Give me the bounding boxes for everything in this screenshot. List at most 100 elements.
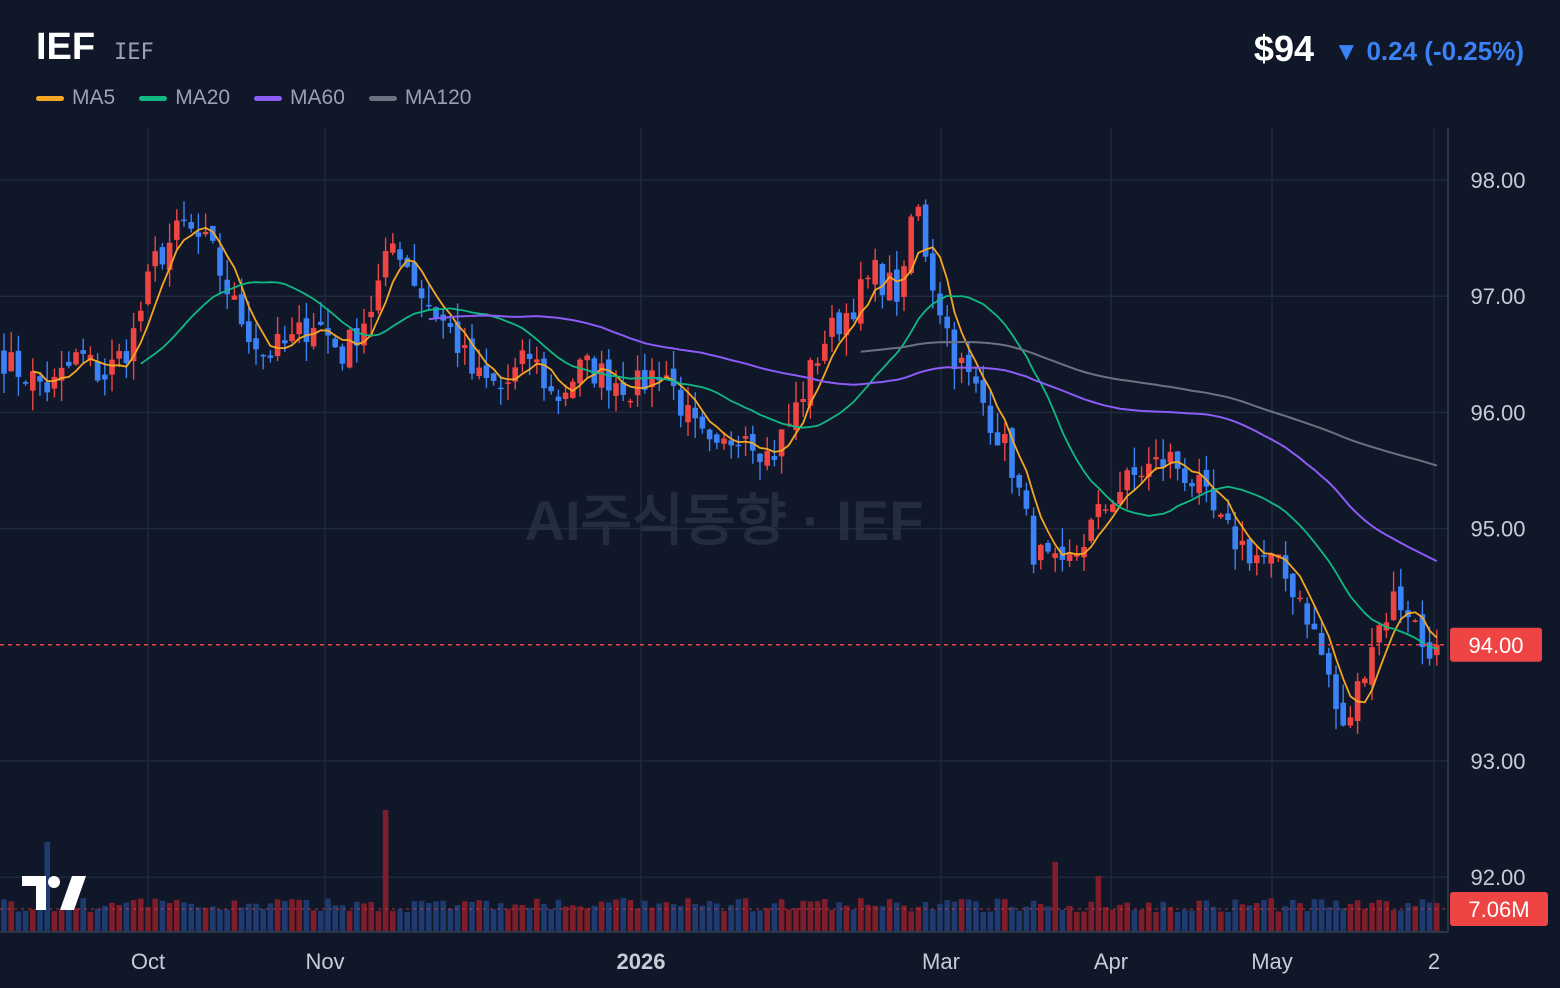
candle-body xyxy=(1052,553,1058,558)
tradingview-logo-icon xyxy=(22,876,86,910)
legend-ma120[interactable]: MA120 xyxy=(368,86,471,110)
volume-bar xyxy=(1016,910,1022,932)
volume-bar xyxy=(757,910,763,932)
volume-bar xyxy=(800,900,806,932)
candle-body xyxy=(1290,573,1296,598)
volume-bar xyxy=(771,903,778,932)
volume-bar xyxy=(843,905,850,932)
volume-bar xyxy=(8,901,14,932)
candle-body xyxy=(44,382,50,393)
volume-bar xyxy=(138,898,144,932)
candle-body xyxy=(858,279,864,324)
candle-body xyxy=(886,272,893,301)
volume-bar xyxy=(454,905,461,932)
candle-body xyxy=(1232,526,1238,550)
volume-bar xyxy=(87,911,94,932)
candle-body xyxy=(937,293,943,316)
candle-body xyxy=(339,346,346,364)
volume-bar xyxy=(591,905,598,932)
candle-body xyxy=(188,222,194,229)
candle-body xyxy=(505,382,511,384)
volume-bar xyxy=(649,907,655,932)
candle-body xyxy=(620,382,626,395)
volume-bar xyxy=(447,908,454,932)
candle-body xyxy=(879,263,886,296)
volume-bar xyxy=(1074,911,1080,932)
candle-body xyxy=(865,277,871,280)
legend-ma5[interactable]: MA5 xyxy=(36,86,115,110)
volume-bar xyxy=(102,905,108,932)
volume-bar xyxy=(699,905,706,932)
volume-bar xyxy=(123,902,130,932)
candle-body xyxy=(382,251,389,278)
volume-bar xyxy=(174,899,180,932)
ma-line-ma120 xyxy=(860,341,1438,467)
volume-bar xyxy=(361,903,367,932)
volume-bar xyxy=(58,909,65,932)
candle-body xyxy=(66,361,72,366)
volume-bar xyxy=(1297,903,1303,932)
candle-body xyxy=(224,279,230,295)
volume-bar xyxy=(714,903,720,932)
volume-bar xyxy=(1081,911,1087,932)
volume-bar xyxy=(1246,905,1253,932)
candle-body xyxy=(246,321,252,343)
volume-bar xyxy=(951,901,958,932)
candle-body xyxy=(1203,469,1210,487)
candle-body xyxy=(1081,546,1087,558)
candle-body xyxy=(1131,467,1138,475)
candle-body xyxy=(548,386,554,392)
ma-line-ma20 xyxy=(140,281,1438,650)
volume-bar xyxy=(1239,904,1246,932)
candle-body xyxy=(800,399,806,403)
volume-bar xyxy=(188,903,194,932)
candle-body xyxy=(980,380,986,403)
volume-bar xyxy=(1153,911,1159,932)
volume-bar xyxy=(1009,906,1015,932)
moving-averages xyxy=(32,226,1438,704)
candle-body xyxy=(138,310,144,322)
volume-bar xyxy=(1138,909,1145,932)
volume-bar xyxy=(238,907,245,932)
volume-bar xyxy=(577,906,583,932)
candle-body xyxy=(987,405,994,433)
volume-bar xyxy=(310,910,317,932)
volume-bar xyxy=(742,898,749,932)
last-price: $94 xyxy=(1253,28,1314,69)
volume-bar xyxy=(534,898,540,932)
volume-bar xyxy=(267,903,274,932)
candle-body xyxy=(1138,475,1145,478)
volume-bar xyxy=(1290,899,1296,932)
volume-label: 7.06M xyxy=(1468,897,1529,922)
volume-bar xyxy=(433,901,439,932)
volume-bar xyxy=(548,909,554,932)
volume-bar xyxy=(94,908,101,932)
candles[interactable] xyxy=(1,199,1440,734)
candle-body xyxy=(1160,459,1166,468)
volume-bar xyxy=(1254,903,1260,932)
candle-body xyxy=(397,249,403,260)
candle-body xyxy=(1066,554,1073,561)
candle-body xyxy=(591,358,598,384)
legend-ma20[interactable]: MA20 xyxy=(139,86,230,110)
current-price-label: 94.00 xyxy=(1468,633,1523,658)
candle-body xyxy=(1088,519,1094,541)
volume-bar xyxy=(246,903,252,932)
candle-body xyxy=(930,253,936,291)
candle-body xyxy=(894,269,900,302)
candle-body xyxy=(1318,632,1325,655)
candle-body xyxy=(490,373,497,382)
volume-bar xyxy=(418,900,425,932)
volume-bar xyxy=(152,898,158,932)
volume-bar xyxy=(1059,909,1066,932)
volume-bar xyxy=(159,900,166,932)
candle-body xyxy=(1340,702,1346,726)
candle-body xyxy=(181,219,187,222)
candle-body xyxy=(1239,540,1246,545)
volume-bar xyxy=(390,911,396,932)
volume-bar xyxy=(980,911,986,932)
legend-ma60[interactable]: MA60 xyxy=(254,86,345,110)
volume-bar xyxy=(692,904,698,932)
volume-bar xyxy=(526,907,533,932)
